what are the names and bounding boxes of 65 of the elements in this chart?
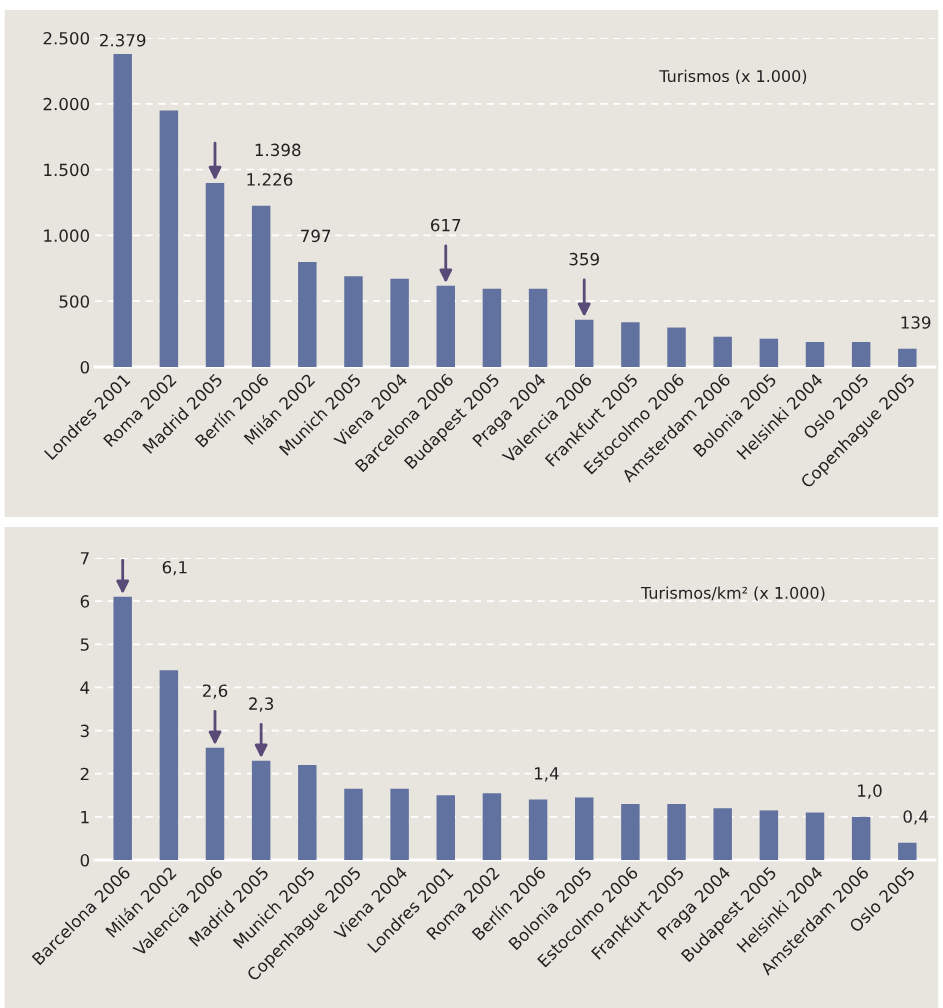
bar (898, 842, 917, 860)
y-tick-label: 0 (80, 360, 90, 374)
bar (713, 808, 732, 860)
data-label: 1.226 (247, 173, 293, 186)
bar (482, 793, 502, 860)
annotation: 359 (569, 252, 599, 266)
y-tick-label: 2.000 (43, 97, 90, 111)
y-tick-label: 3 (80, 724, 89, 738)
bar (898, 348, 917, 367)
bar (344, 276, 363, 367)
data-label: 797 (301, 229, 331, 243)
bar (575, 797, 594, 860)
bar (436, 285, 455, 367)
y-tick-label: 4 (80, 681, 90, 694)
bar (528, 799, 548, 860)
annotation: 2,3 (249, 697, 274, 712)
bar (113, 596, 132, 860)
bar (805, 342, 825, 367)
bar (667, 327, 686, 367)
data-label: 1,0 (858, 784, 882, 799)
bar (205, 183, 225, 367)
data-label: 0,4 (903, 810, 928, 825)
y-tick-label: 2 (80, 767, 89, 781)
bar (759, 338, 779, 367)
bar (667, 803, 686, 860)
annotation: 1.398 (255, 143, 301, 157)
y-tick-label: 1.000 (44, 229, 90, 242)
bar (251, 760, 271, 860)
bar (113, 53, 132, 367)
bar (298, 765, 317, 860)
y-tick-label: 5 (80, 638, 89, 651)
bar (759, 810, 779, 860)
y-tick-label: 2.500 (43, 31, 90, 45)
data-label: 1,4 (534, 767, 559, 782)
bar (390, 278, 409, 367)
bar (621, 322, 640, 367)
bar (528, 288, 548, 367)
y-tick-label: 7 (80, 552, 89, 565)
annotation: Turismos (x 1.000) (659, 69, 807, 84)
bar (205, 747, 225, 860)
bar (251, 205, 271, 367)
bar (159, 110, 179, 367)
data-label: 139 (901, 316, 931, 329)
bar (851, 342, 871, 367)
bar (621, 803, 640, 860)
bar (805, 812, 825, 860)
annotation: 617 (431, 218, 461, 232)
bar (390, 788, 409, 860)
bar (482, 288, 502, 367)
data-label: 2.379 (100, 33, 146, 47)
annotation: 2,6 (202, 684, 228, 699)
y-tick-label: 500 (59, 295, 90, 308)
bar (344, 788, 363, 860)
annotation: 6,1 (162, 560, 187, 576)
bar (298, 262, 317, 367)
annotation: Turismos/km² (x 1.000) (640, 586, 825, 601)
bar (436, 795, 455, 860)
bar (851, 816, 871, 860)
y-tick-label: 6 (80, 595, 90, 608)
y-tick-label: 1 (81, 811, 89, 824)
bar (159, 670, 179, 860)
bar (713, 336, 732, 367)
y-tick-label: 1.500 (44, 163, 90, 177)
bar (575, 319, 594, 367)
y-tick-label: 0 (80, 853, 90, 867)
